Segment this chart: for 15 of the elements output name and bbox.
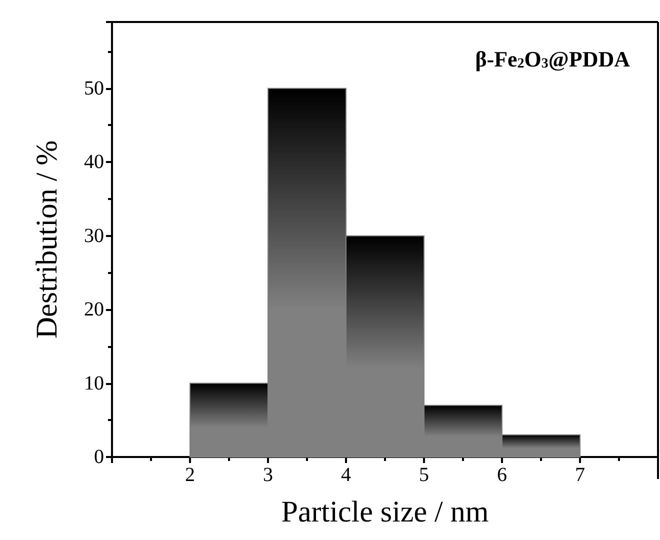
annotation: β-Fe2O3@PDDA (475, 46, 630, 72)
x-tick-label: 3 (263, 464, 273, 486)
y-axis-title: Destribution / % (30, 140, 64, 339)
x-tick-label: 7 (575, 464, 585, 486)
x-axis-title: Particle size / nm (281, 496, 489, 528)
x-tick-label: 2 (185, 464, 195, 486)
y-tick-label: 20 (84, 298, 104, 321)
x-tick-label: 4 (341, 464, 351, 486)
y-tick-label: 50 (84, 77, 104, 100)
y-tick-label: 40 (84, 151, 104, 174)
x-tick-label: 5 (419, 464, 429, 486)
x-tick-label: 6 (497, 464, 507, 486)
y-tick-label: 10 (84, 372, 104, 394)
y-tick-label: 30 (84, 224, 104, 247)
y-tick-label: 0 (94, 446, 104, 468)
